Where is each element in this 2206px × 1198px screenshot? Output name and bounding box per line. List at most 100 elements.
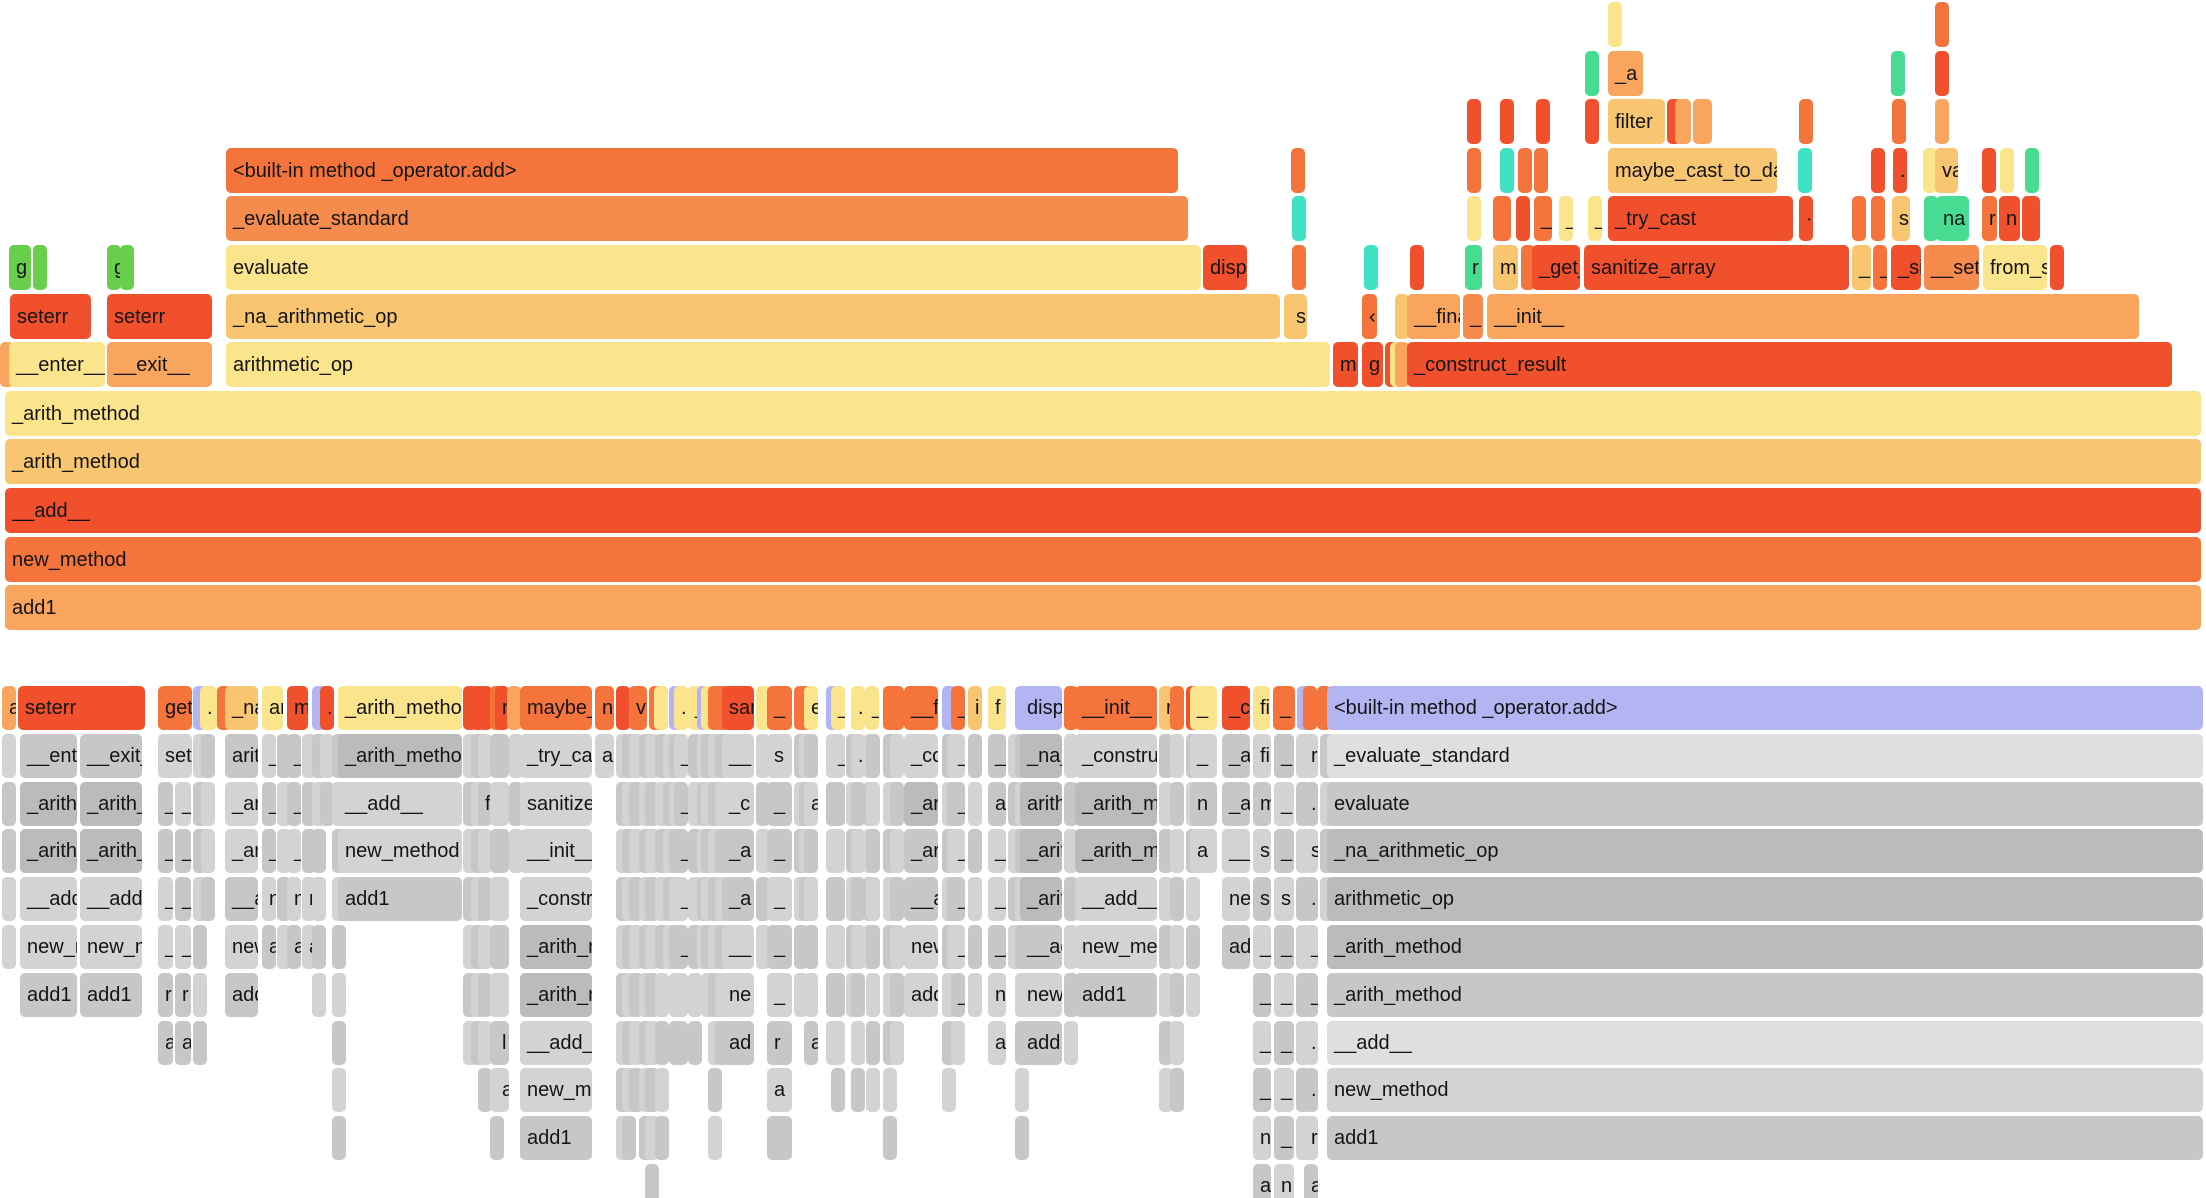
frame-bar[interactable]: _ — [1274, 1021, 1294, 1065]
frame-bar[interactable] — [332, 1068, 346, 1112]
frame-bar[interactable]: _ — [767, 925, 792, 969]
frame-bar[interactable]: seterr — [107, 294, 212, 339]
frame-bar[interactable] — [645, 1164, 659, 1198]
frame-bar[interactable] — [688, 973, 702, 1017]
frame-bar[interactable] — [655, 973, 669, 1017]
frame-bar[interactable]: _evaluate_standard — [226, 196, 1188, 241]
frame-bar[interactable] — [890, 1021, 904, 1065]
frame-bar[interactable] — [478, 1021, 492, 1065]
frame-bar[interactable]: new_method — [1327, 1068, 2203, 1112]
frame-bar[interactable]: __finalize__ — [904, 686, 938, 730]
frame-bar[interactable] — [2000, 148, 2014, 193]
frame-bar[interactable] — [1534, 148, 1548, 193]
frame-bar[interactable] — [1500, 148, 1514, 193]
frame-bar[interactable]: _ — [767, 973, 792, 1017]
frame-bar[interactable] — [804, 925, 818, 969]
frame-bar[interactable] — [968, 877, 982, 921]
frame-bar[interactable] — [1935, 51, 1949, 96]
frame-bar[interactable]: __add__ — [80, 877, 142, 921]
frame-bar[interactable] — [866, 973, 880, 1017]
frame-bar[interactable] — [1585, 99, 1599, 144]
frame-bar[interactable] — [655, 1116, 669, 1160]
frame-bar[interactable]: _arith_method — [1075, 782, 1157, 826]
frame-bar[interactable] — [756, 734, 770, 778]
frame-bar[interactable] — [1924, 196, 1938, 241]
frame-bar[interactable]: _ — [674, 734, 688, 778]
frame-bar[interactable] — [674, 1021, 688, 1065]
frame-bar[interactable]: _arith_method — [1327, 925, 2203, 969]
frame-bar[interactable] — [1186, 973, 1200, 1017]
frame-bar[interactable] — [2, 829, 16, 873]
frame-bar[interactable] — [851, 973, 865, 1017]
frame-bar[interactable] — [1871, 196, 1885, 241]
frame-bar[interactable]: . — [200, 686, 217, 730]
frame-bar[interactable]: __init__ — [1075, 686, 1157, 730]
frame-bar[interactable] — [890, 925, 904, 969]
frame-bar[interactable] — [1516, 196, 1530, 241]
frame-bar[interactable]: _arith_method — [988, 877, 1006, 921]
frame-bar[interactable] — [1170, 829, 1184, 873]
frame-bar[interactable] — [495, 877, 509, 921]
frame-bar[interactable] — [1799, 99, 1813, 144]
frame-bar[interactable] — [1159, 782, 1173, 826]
frame-bar[interactable]: l — [495, 1021, 509, 1065]
frame-bar[interactable]: _arith_method — [225, 782, 258, 826]
frame-bar[interactable]: n — [287, 877, 301, 921]
frame-bar[interactable]: _try_cast — [1608, 196, 1793, 241]
frame-bar[interactable]: _arith_method — [80, 829, 142, 873]
frame-bar[interactable]: s — [1253, 829, 1271, 873]
frame-bar[interactable] — [866, 734, 880, 778]
frame-bar[interactable]: f — [478, 782, 492, 826]
frame-bar[interactable] — [883, 1068, 897, 1112]
frame-bar[interactable] — [332, 925, 346, 969]
frame-bar[interactable]: new_method — [988, 973, 1006, 1017]
frame-bar[interactable] — [320, 782, 334, 826]
frame-bar[interactable]: new_method — [1222, 877, 1250, 921]
frame-bar[interactable] — [1395, 342, 1409, 387]
frame-bar[interactable] — [478, 686, 492, 730]
frame-bar[interactable] — [495, 973, 509, 1017]
frame-bar[interactable]: _ — [1463, 294, 1483, 339]
frame-bar[interactable]: . — [1304, 1021, 1318, 1065]
frame-bar[interactable]: __enter__ — [9, 342, 105, 387]
frame-bar[interactable] — [1159, 1068, 1173, 1112]
frame-bar[interactable]: _arith_method — [1222, 782, 1250, 826]
frame-bar[interactable] — [1892, 99, 1906, 144]
frame-bar[interactable]: _ — [1253, 1068, 1271, 1112]
frame-bar[interactable]: _ — [1253, 1021, 1271, 1065]
frame-bar[interactable] — [1852, 196, 1866, 241]
frame-bar[interactable] — [509, 782, 523, 826]
frame-bar[interactable]: maybe_cast_to_datetime — [520, 686, 592, 730]
frame-bar[interactable]: add1 — [1020, 1021, 1062, 1065]
frame-bar[interactable]: _ — [767, 877, 792, 921]
frame-bar[interactable]: s — [1253, 877, 1271, 921]
frame-bar[interactable]: new_method — [20, 925, 77, 969]
frame-bar[interactable]: new_method — [1020, 973, 1062, 1017]
frame-bar[interactable] — [851, 925, 865, 969]
frame-bar[interactable] — [1675, 99, 1691, 144]
frame-bar[interactable]: _ — [1873, 245, 1887, 290]
frame-bar[interactable]: s — [1892, 196, 1910, 241]
frame-bar[interactable]: ad — [722, 1021, 754, 1065]
frame-bar[interactable] — [655, 1021, 669, 1065]
frame-bar[interactable]: n — [1274, 1164, 1294, 1198]
frame-bar[interactable] — [851, 1068, 865, 1112]
frame-bar[interactable]: a — [2, 686, 16, 730]
frame-bar[interactable] — [1159, 877, 1173, 921]
frame-bar[interactable]: _na_arithmetic_op — [1327, 829, 2203, 873]
frame-bar[interactable]: arithmetic_op — [226, 342, 1330, 387]
frame-bar[interactable]: _arith_method — [225, 829, 258, 873]
frame-bar[interactable] — [890, 782, 904, 826]
frame-bar[interactable]: __add__ — [1327, 1021, 2203, 1065]
frame-bar[interactable]: _arith_method — [5, 391, 2201, 436]
frame-bar[interactable]: __add__ — [520, 1021, 592, 1065]
frame-bar[interactable]: _na_arithmetic_op — [988, 734, 1006, 778]
frame-bar[interactable] — [1064, 686, 1078, 730]
frame-bar[interactable]: dispatch — [1203, 245, 1247, 290]
frame-bar[interactable] — [968, 973, 982, 1017]
frame-bar[interactable]: add1 — [988, 1021, 1006, 1065]
frame-bar[interactable]: _ — [287, 829, 301, 873]
frame-bar[interactable]: filter — [1253, 686, 1270, 730]
frame-bar[interactable]: a — [1304, 1164, 1318, 1198]
frame-bar[interactable]: _ — [1190, 734, 1217, 778]
